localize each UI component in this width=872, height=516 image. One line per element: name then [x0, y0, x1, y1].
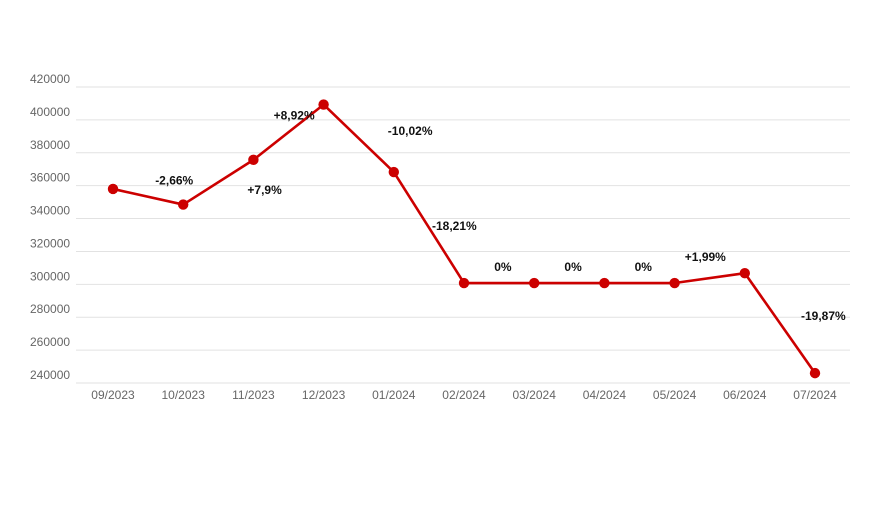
- data-point: [178, 199, 189, 210]
- data-label: +7,9%: [247, 183, 282, 197]
- y-tick-label: 380000: [30, 138, 70, 152]
- data-label: -10,02%: [388, 124, 433, 138]
- x-tick-label: 11/2023: [232, 388, 275, 402]
- data-labels: -2,66% +7,9% +8,92% -10,02% -18,21% 0% 0% 0% +1,…: [155, 109, 846, 324]
- data-point: [599, 277, 610, 289]
- x-tick-label: 02/2024: [442, 388, 486, 402]
- data-label: 0%: [564, 260, 582, 274]
- x-tick-label: 04/2024: [583, 388, 627, 402]
- data-label: -2,66%: [155, 174, 193, 188]
- data-point: [107, 183, 119, 195]
- data-label: -18,21%: [432, 219, 477, 233]
- data-label: +8,92%: [274, 109, 315, 123]
- y-tick-label: 280000: [30, 302, 70, 316]
- x-tick-label: 09/2023: [91, 388, 135, 402]
- data-point: [318, 99, 329, 110]
- y-tick-label: 400000: [30, 105, 70, 119]
- x-tick-label: 10/2023: [162, 388, 206, 402]
- data-point: [248, 154, 259, 166]
- y-tick-label: 300000: [30, 269, 70, 283]
- data-point: [388, 166, 399, 178]
- data-point: [809, 367, 821, 379]
- gridlines: [76, 86, 850, 384]
- x-tick-label: 01/2024: [372, 388, 416, 402]
- data-label: -19,87%: [801, 309, 846, 323]
- y-tick-label: 340000: [30, 204, 70, 218]
- data-point: [739, 267, 750, 279]
- y-tick-label: 420000: [30, 72, 70, 86]
- y-axis-ticks: 240000 260000 280000 300000 320000 340000 3600…: [30, 72, 70, 382]
- x-axis-ticks: 09/2023 10/2023 11/2023 12/2023 01/2024 02/20…: [91, 388, 837, 402]
- data-point: [458, 277, 470, 289]
- x-tick-label: 07/2024: [793, 388, 837, 402]
- x-tick-label: 03/2024: [513, 388, 557, 402]
- x-tick-label: 05/2024: [653, 388, 697, 402]
- data-points: [107, 99, 821, 379]
- data-label: 0%: [494, 260, 512, 274]
- series-line-path: [111, 103, 817, 375]
- data-point: [669, 277, 680, 289]
- y-tick-label: 240000: [30, 368, 70, 382]
- x-tick-label: 12/2023: [302, 388, 346, 402]
- data-label: +1,99%: [685, 250, 726, 264]
- data-point: [529, 277, 540, 289]
- series-line: [111, 103, 817, 375]
- data-label: 0%: [635, 260, 653, 274]
- x-tick-label: 06/2024: [723, 388, 767, 402]
- y-tick-label: 320000: [30, 236, 70, 250]
- y-tick-label: 360000: [30, 171, 70, 185]
- y-tick-label: 260000: [30, 335, 70, 349]
